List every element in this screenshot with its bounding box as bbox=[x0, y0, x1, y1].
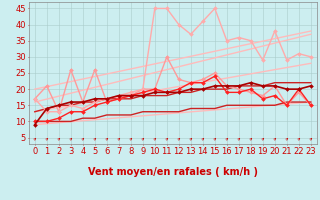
X-axis label: Vent moyen/en rafales ( km/h ): Vent moyen/en rafales ( km/h ) bbox=[88, 167, 258, 177]
